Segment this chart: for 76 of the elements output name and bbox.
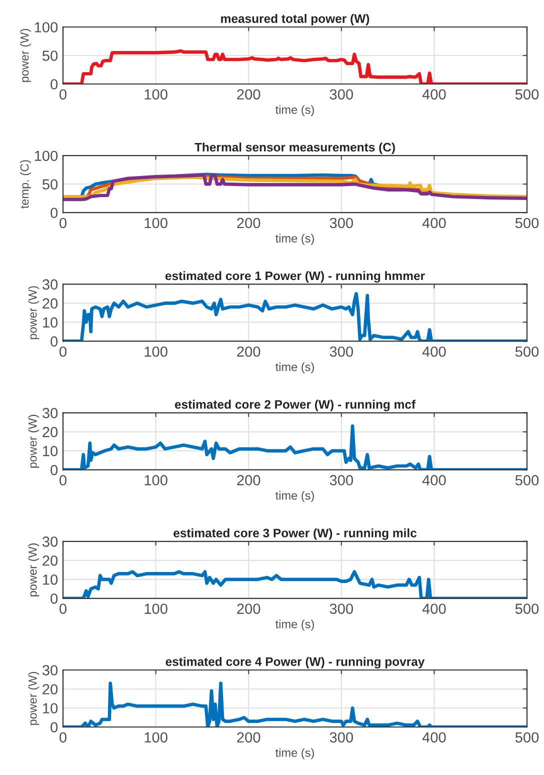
x-tick-label: 200 <box>237 475 260 486</box>
x-tick-label: 300 <box>330 346 353 357</box>
y-tick-label: 30 <box>42 536 58 547</box>
x-tick-label: 500 <box>515 475 539 486</box>
y-tick-label: 20 <box>42 684 58 694</box>
x-tick-label: 300 <box>330 89 353 100</box>
x-tick-label: 500 <box>515 218 539 228</box>
y-axis-title: power (W) <box>28 543 40 596</box>
x-tick-label: 200 <box>237 218 260 228</box>
x-tick-label: 0 <box>60 218 66 228</box>
x-axis-title: time (s) <box>276 748 314 760</box>
y-axis-title: power (W) <box>20 29 32 82</box>
y-axis-title: power (W) <box>28 414 40 468</box>
y-tick-label: 0 <box>50 79 58 90</box>
y-tick-label: 0 <box>50 722 58 732</box>
x-tick-label: 0 <box>60 732 66 743</box>
x-tick-label: 0 <box>60 475 66 486</box>
x-tick-label: 300 <box>330 732 353 743</box>
x-axis-title: time (s) <box>276 234 314 245</box>
x-tick-label: 500 <box>515 89 539 100</box>
x-tick-label: 400 <box>422 346 446 357</box>
y-tick-label: 50 <box>42 179 58 190</box>
chart-title: estimated core 1 Power (W) - running hmmer <box>165 271 425 283</box>
y-tick-label: 50 <box>42 50 58 61</box>
y-tick-label: 0 <box>50 208 58 218</box>
y-tick-label: 10 <box>43 317 58 328</box>
x-axis-title: time (s) <box>276 105 314 116</box>
x-tick-label: 500 <box>515 732 539 743</box>
chart-title: measured total power (W) <box>221 14 370 26</box>
x-tick-label: 100 <box>144 604 168 614</box>
x-tick-label: 400 <box>422 475 446 486</box>
y-tick-label: 10 <box>43 574 58 585</box>
x-tick-label: 300 <box>330 475 353 486</box>
x-tick-label: 0 <box>60 604 66 614</box>
y-tick-label: 0 <box>50 336 58 347</box>
y-axis-title: power (W) <box>28 672 40 725</box>
x-tick-label: 400 <box>422 732 446 743</box>
y-tick-label: 20 <box>42 426 58 438</box>
x-tick-label: 200 <box>237 346 260 357</box>
y-axis-title: temp. (C) <box>20 160 32 209</box>
chart-title: estimated core 2 Power (W) - running mcf <box>174 400 416 412</box>
x-axis-title: time (s) <box>276 620 314 631</box>
x-axis-title: time (s) <box>276 491 314 502</box>
x-tick-label: 400 <box>422 604 446 614</box>
y-tick-label: 10 <box>43 703 58 714</box>
x-tick-label: 400 <box>422 218 446 228</box>
x-tick-label: 0 <box>60 346 66 357</box>
x-tick-label: 500 <box>515 604 539 614</box>
y-tick-label: 0 <box>50 594 58 604</box>
chart-title: estimated core 4 Power (W) - running povray <box>166 656 425 668</box>
x-axis-title: time (s) <box>276 362 314 374</box>
y-tick-label: 30 <box>42 279 58 290</box>
x-tick-label: 200 <box>237 732 260 743</box>
x-tick-label: 300 <box>330 218 353 228</box>
x-tick-label: 100 <box>144 89 168 100</box>
chart-title: estimated core 3 Power (W) - running milc <box>174 528 417 540</box>
x-tick-label: 400 <box>422 89 446 100</box>
x-tick-label: 300 <box>330 604 353 614</box>
y-tick-label: 30 <box>42 665 58 676</box>
y-tick-label: 20 <box>42 556 58 566</box>
y-tick-label: 100 <box>34 22 58 32</box>
x-tick-label: 100 <box>144 732 168 743</box>
y-tick-label: 100 <box>34 150 58 162</box>
y-tick-label: 0 <box>50 464 58 476</box>
y-tick-label: 20 <box>42 298 58 309</box>
y-tick-label: 30 <box>42 408 58 418</box>
x-tick-label: 200 <box>237 604 260 614</box>
x-tick-label: 100 <box>144 218 168 228</box>
x-tick-label: 200 <box>237 89 260 100</box>
chart-title: Thermal sensor measurements (C) <box>194 142 395 154</box>
x-tick-label: 0 <box>60 89 66 100</box>
x-tick-label: 100 <box>144 475 168 486</box>
x-tick-label: 100 <box>144 346 168 357</box>
y-axis-title: power (W) <box>28 286 40 340</box>
x-tick-label: 500 <box>515 346 539 357</box>
y-tick-label: 10 <box>43 446 58 456</box>
